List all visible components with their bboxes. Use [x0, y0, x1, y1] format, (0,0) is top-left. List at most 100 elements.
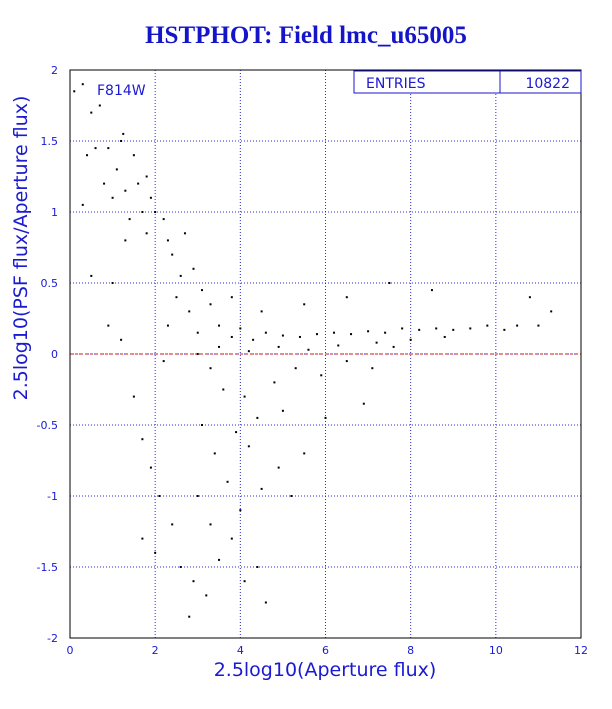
data-point: [166, 324, 169, 327]
data-point: [149, 466, 152, 469]
x-tick-label: 10: [489, 644, 503, 657]
data-point: [239, 327, 242, 330]
data-point: [111, 196, 114, 199]
data-point: [122, 132, 125, 135]
data-point: [179, 274, 182, 277]
data-point: [307, 348, 310, 351]
data-point: [345, 296, 348, 299]
data-point: [516, 324, 519, 327]
data-point: [196, 353, 199, 355]
x-tick-labels: 0 2 4 6 8 10 12: [67, 644, 589, 657]
data-point: [171, 523, 174, 526]
y-tick-label: 0.5: [41, 277, 59, 290]
data-point: [120, 140, 123, 142]
data-point: [141, 438, 144, 441]
data-point: [192, 267, 195, 270]
x-tick-label: 6: [322, 644, 329, 657]
data-point: [273, 381, 276, 384]
data-point: [337, 344, 340, 347]
data-point: [81, 203, 84, 206]
data-point: [230, 296, 233, 299]
data-point: [303, 452, 306, 455]
data-point: [247, 445, 250, 448]
data-point: [188, 310, 191, 313]
stats-entries-label: ENTRIES: [366, 76, 426, 92]
data-point: [243, 395, 246, 398]
y-tick-label: 1: [51, 206, 58, 219]
data-point: [375, 341, 378, 344]
data-point: [430, 289, 433, 292]
data-point: [290, 495, 293, 497]
data-point: [388, 282, 391, 284]
data-point: [124, 189, 127, 192]
data-point: [188, 615, 191, 618]
data-point: [222, 388, 225, 391]
data-point: [486, 324, 489, 327]
data-point: [320, 374, 323, 377]
data-point: [350, 333, 353, 336]
data-point: [145, 175, 148, 178]
data-point: [281, 334, 284, 337]
data-point: [247, 350, 250, 353]
data-point: [201, 424, 204, 426]
data-point: [218, 324, 221, 327]
stats-box: ENTRIES 10822: [353, 70, 582, 94]
data-point: [183, 232, 186, 235]
data-point: [196, 331, 199, 334]
data-point: [162, 218, 165, 221]
data-point: [243, 580, 246, 583]
data-point: [90, 111, 93, 114]
data-point: [154, 211, 157, 213]
data-point: [230, 335, 233, 338]
data-point: [264, 601, 267, 604]
data-point: [132, 154, 135, 157]
data-point: [537, 324, 540, 327]
y-tick-label: 1.5: [41, 135, 59, 148]
data-point: [281, 409, 284, 412]
y-tick-label: -1: [47, 490, 58, 503]
data-point: [264, 331, 267, 334]
data-point: [120, 338, 123, 341]
data-point: [90, 274, 93, 277]
filter-label: F814W: [97, 83, 146, 99]
chart-title: HSTPHOT: Field lmc_u65005: [145, 22, 467, 49]
data-point: [149, 196, 152, 199]
data-point: [409, 338, 412, 341]
data-point: [158, 495, 161, 497]
data-point: [294, 367, 297, 370]
data-point: [137, 182, 140, 185]
data-point: [103, 182, 106, 185]
data-point: [162, 360, 165, 363]
data-point: [81, 83, 84, 86]
stats-entries-value: 10822: [525, 76, 570, 92]
data-point: [345, 360, 348, 363]
data-point: [141, 537, 144, 540]
data-point: [132, 395, 135, 398]
data-point: [239, 509, 242, 512]
x-tick-label: 4: [237, 644, 244, 657]
data-point: [205, 594, 208, 597]
x-tick-label: 12: [574, 644, 588, 657]
x-tick-label: 2: [152, 644, 159, 657]
data-point: [256, 416, 259, 419]
data-point: [392, 345, 395, 348]
data-point: [145, 232, 148, 235]
plot-frame: [69, 69, 582, 639]
data-point: [213, 452, 216, 455]
data-point: [107, 147, 110, 150]
data-point: [124, 239, 127, 242]
data-point: [503, 328, 506, 331]
data-point: [418, 328, 421, 331]
data-point: [166, 239, 169, 242]
data-point: [230, 537, 233, 540]
data-points: [73, 83, 553, 618]
data-point: [252, 338, 255, 341]
data-point: [218, 558, 221, 561]
data-point: [179, 566, 182, 568]
data-point: [367, 330, 370, 333]
data-point: [235, 431, 238, 434]
data-point: [384, 331, 387, 334]
data-point: [303, 303, 306, 306]
y-axis-label: 2.5log10(PSF flux/Aperture flux): [10, 96, 32, 401]
data-point: [201, 289, 204, 292]
